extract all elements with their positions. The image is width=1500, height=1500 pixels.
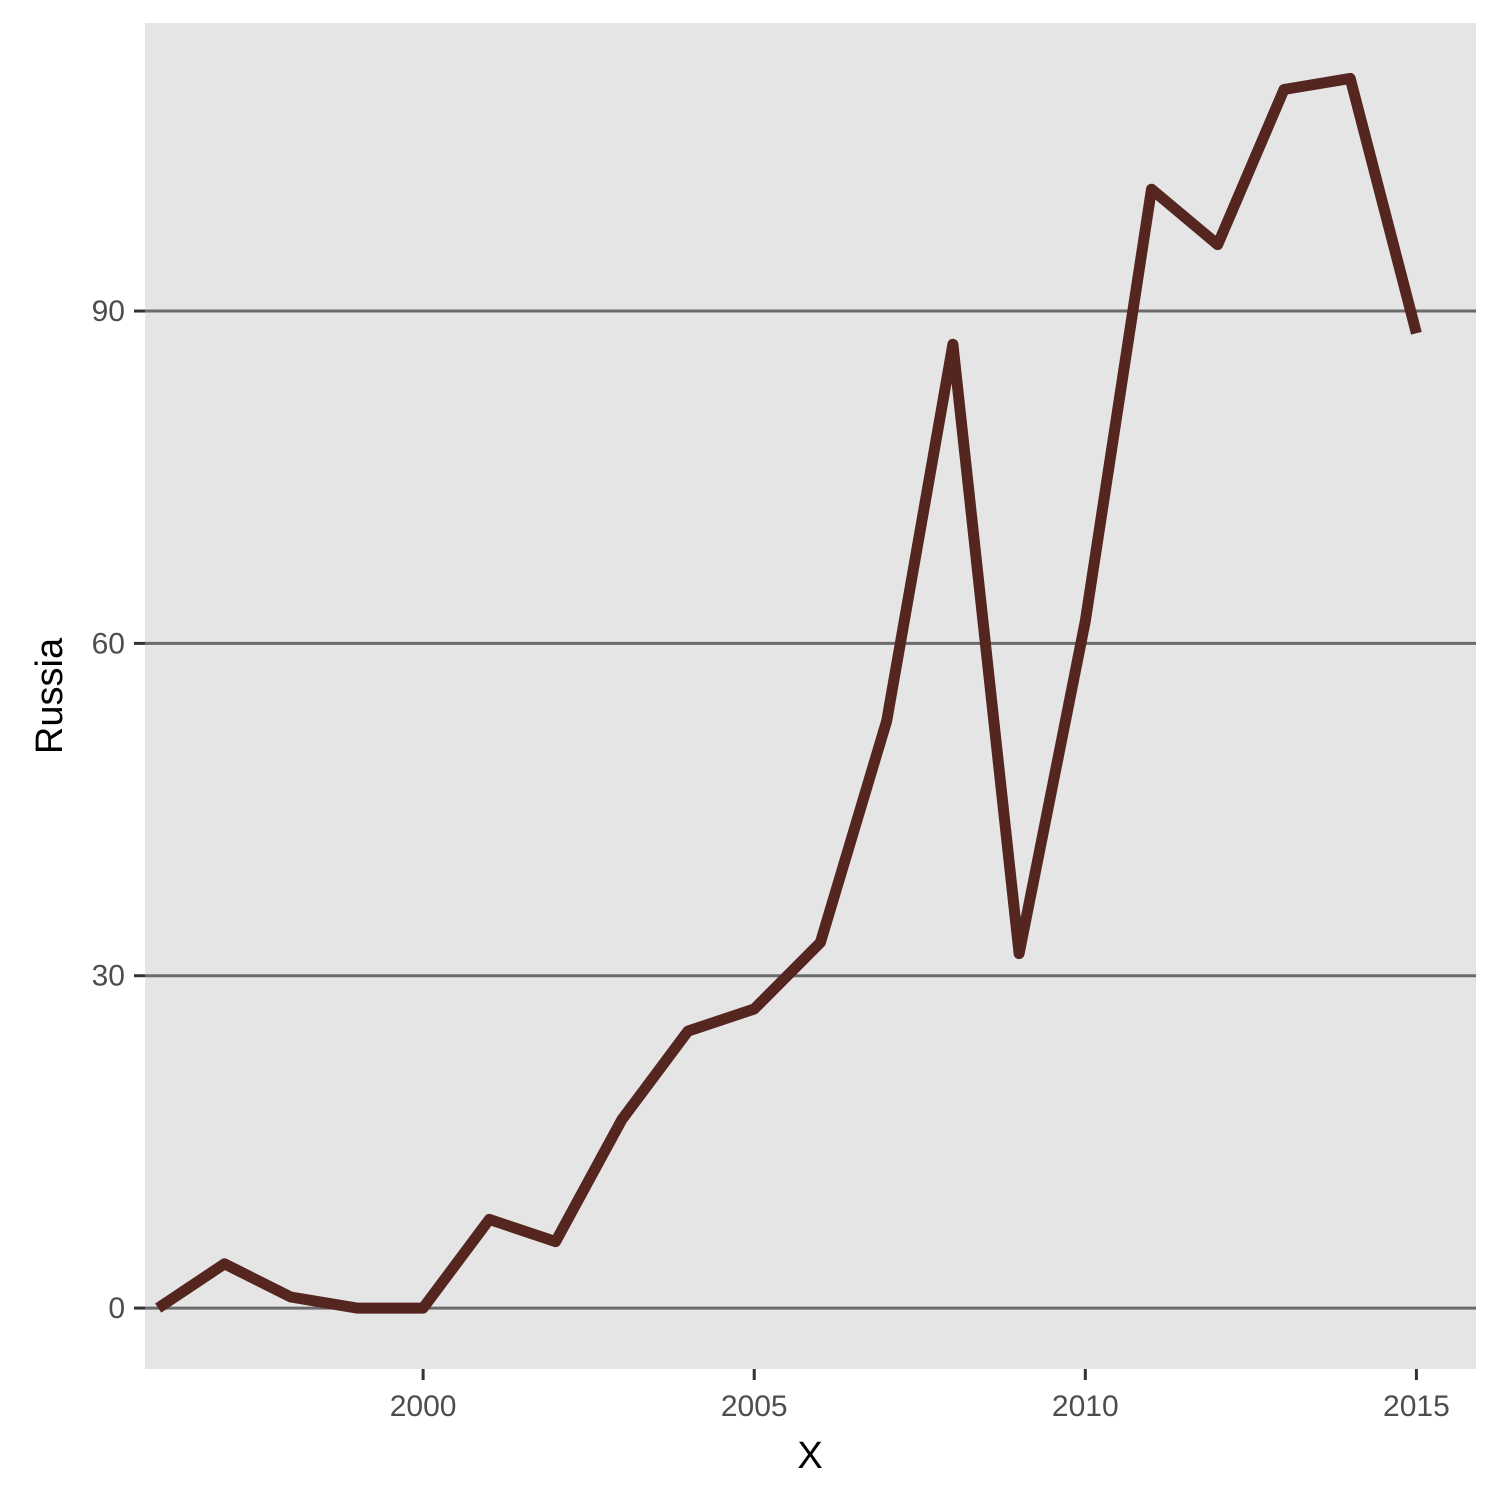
plot-panel: [145, 23, 1476, 1369]
y-tick-label: 90: [92, 295, 125, 328]
x-tick-label: 2005: [721, 1390, 788, 1423]
y-tick-label: 30: [92, 960, 125, 993]
x-tick-label: 2010: [1052, 1390, 1119, 1423]
y-tick-label: 60: [92, 627, 125, 660]
gridlines: [145, 309, 1476, 1310]
x-tick-label: 2000: [390, 1390, 457, 1423]
y-axis: 0 30 60 90: [92, 295, 145, 1325]
series-line: [155, 72, 1422, 1314]
y-axis-title: Russia: [29, 637, 71, 754]
y-tick-label: 0: [108, 1292, 125, 1325]
x-axis-title: X: [797, 1435, 822, 1477]
x-tick-label: 2015: [1383, 1390, 1450, 1423]
series-layer: [155, 72, 1422, 1314]
x-axis: 2000 2005 2010 2015: [390, 1369, 1450, 1423]
